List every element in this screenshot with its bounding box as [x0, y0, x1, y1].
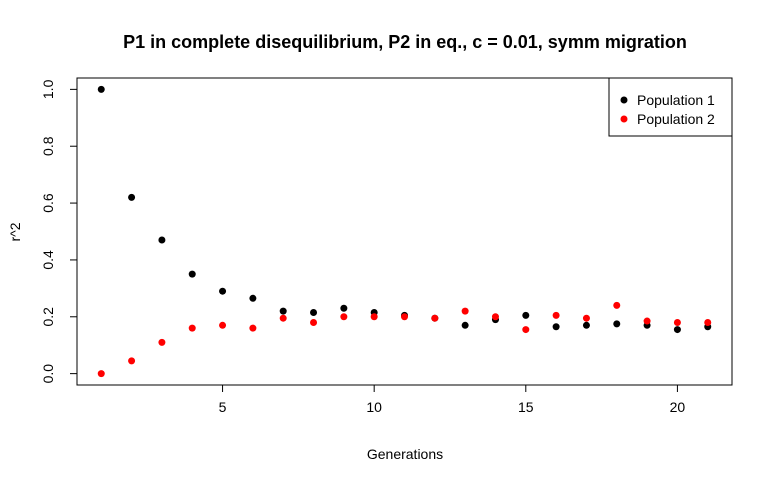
series-1	[97, 85, 712, 334]
data-point	[310, 318, 318, 326]
data-point	[97, 370, 105, 378]
data-point	[279, 314, 287, 322]
data-point	[401, 313, 408, 321]
legend-marker	[620, 115, 628, 123]
data-point	[340, 313, 348, 321]
data-point	[370, 313, 378, 321]
x-axis-label: Generations	[367, 446, 443, 462]
data-point	[279, 307, 287, 315]
data-point	[673, 326, 681, 334]
data-point	[582, 321, 590, 329]
y-tick-label: 0.2	[40, 307, 56, 327]
data-points	[97, 85, 712, 378]
data-point	[158, 338, 166, 346]
data-point	[522, 311, 530, 319]
x-tick-label: 15	[518, 399, 534, 415]
data-point	[158, 236, 166, 244]
data-point	[340, 304, 348, 312]
x-tick-label: 10	[366, 399, 382, 415]
y-axis-label: r^2	[7, 222, 23, 241]
data-point	[128, 357, 136, 365]
data-point	[188, 270, 196, 278]
x-axis: 5 10 15 20	[219, 385, 686, 415]
y-axis: 0.0 0.2 0.4 0.6 0.8 1.0	[40, 79, 77, 383]
y-tick-label: 0.4	[40, 250, 56, 270]
data-point	[431, 314, 439, 322]
data-point	[491, 313, 499, 321]
data-point	[552, 311, 560, 319]
data-point	[249, 324, 257, 332]
legend-box	[608, 77, 733, 137]
data-point	[97, 85, 105, 93]
data-point	[461, 307, 469, 315]
data-point	[613, 301, 621, 309]
y-tick-label: 1.0	[40, 79, 56, 99]
y-tick-label: 0.0	[40, 364, 56, 384]
data-point	[310, 309, 318, 317]
data-point	[582, 314, 590, 322]
legend-label: Population 1	[637, 92, 715, 108]
data-point	[522, 326, 530, 334]
data-point	[552, 323, 560, 331]
x-tick-label: 5	[219, 399, 227, 415]
legend-label: Population 2	[637, 111, 715, 127]
legend-marker	[620, 96, 628, 104]
data-point	[673, 318, 681, 326]
data-point	[461, 321, 469, 329]
data-point	[219, 321, 227, 329]
y-tick-label: 0.8	[40, 136, 56, 156]
data-point	[128, 193, 136, 201]
data-point	[704, 318, 712, 326]
y-tick-label: 0.6	[40, 193, 56, 213]
data-point	[219, 287, 227, 295]
legend: Population 1 Population 2	[608, 77, 733, 137]
series-2	[97, 301, 712, 378]
plot-frame	[76, 77, 733, 386]
x-tick-label: 20	[670, 399, 686, 415]
data-point	[249, 294, 257, 302]
data-point	[613, 320, 621, 328]
chart-title: P1 in complete disequilibrium, P2 in eq.…	[123, 32, 687, 52]
data-point	[643, 317, 651, 325]
data-point	[188, 324, 196, 332]
